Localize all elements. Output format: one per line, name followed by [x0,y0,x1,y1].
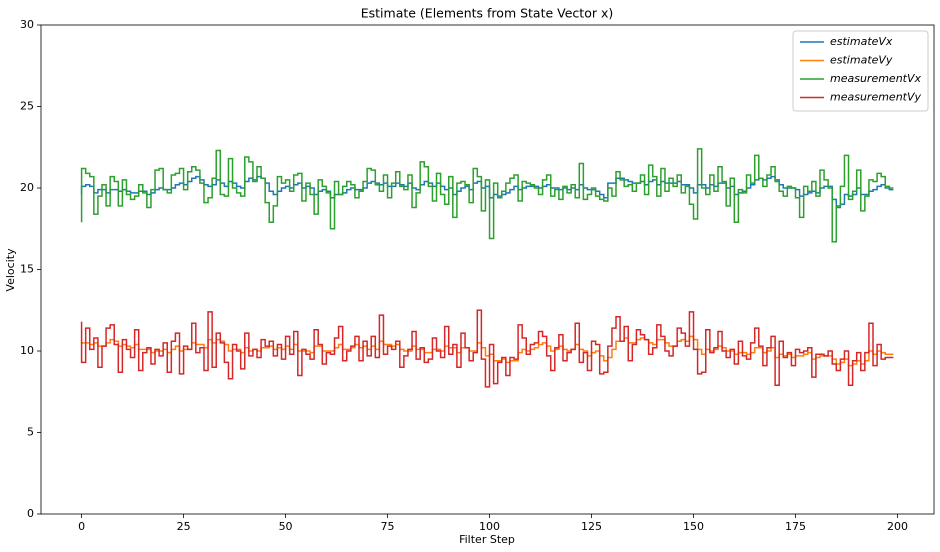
series-line [80,309,894,388]
x-axis-label: Filter Step [459,533,515,546]
x-tick-label: 100 [479,520,500,533]
x-tick-label: 150 [683,520,704,533]
y-tick-label: 25 [20,100,34,113]
y-tick-label: 15 [20,263,34,276]
legend-label: measurementVx [830,72,922,85]
legend-label: estimateVx [830,35,893,48]
x-tick-label: 200 [887,520,908,533]
x-tick-label: 25 [177,520,191,533]
x-tick-label: 175 [785,520,806,533]
y-tick-label: 0 [27,507,34,520]
plot-frame [40,24,935,515]
x-tick-label: 0 [78,520,85,533]
chart-title: Estimate (Elements from State Vector x) [361,6,614,21]
x-tick-label: 75 [381,520,395,533]
x-tick-label: 50 [279,520,293,533]
legend-label: measurementVy [830,91,922,104]
y-tick-label: 5 [27,426,34,439]
x-tick-label: 125 [581,520,602,533]
y-tick-label: 20 [20,181,34,194]
y-axis-label: Velocity [4,248,17,292]
series-line [80,148,894,243]
legend-box [792,30,929,112]
y-tick-label: 10 [20,344,34,357]
series-line [80,335,894,367]
y-tick-label: 30 [20,18,34,31]
series-line [80,175,894,209]
legend-label: estimateVy [830,54,893,67]
